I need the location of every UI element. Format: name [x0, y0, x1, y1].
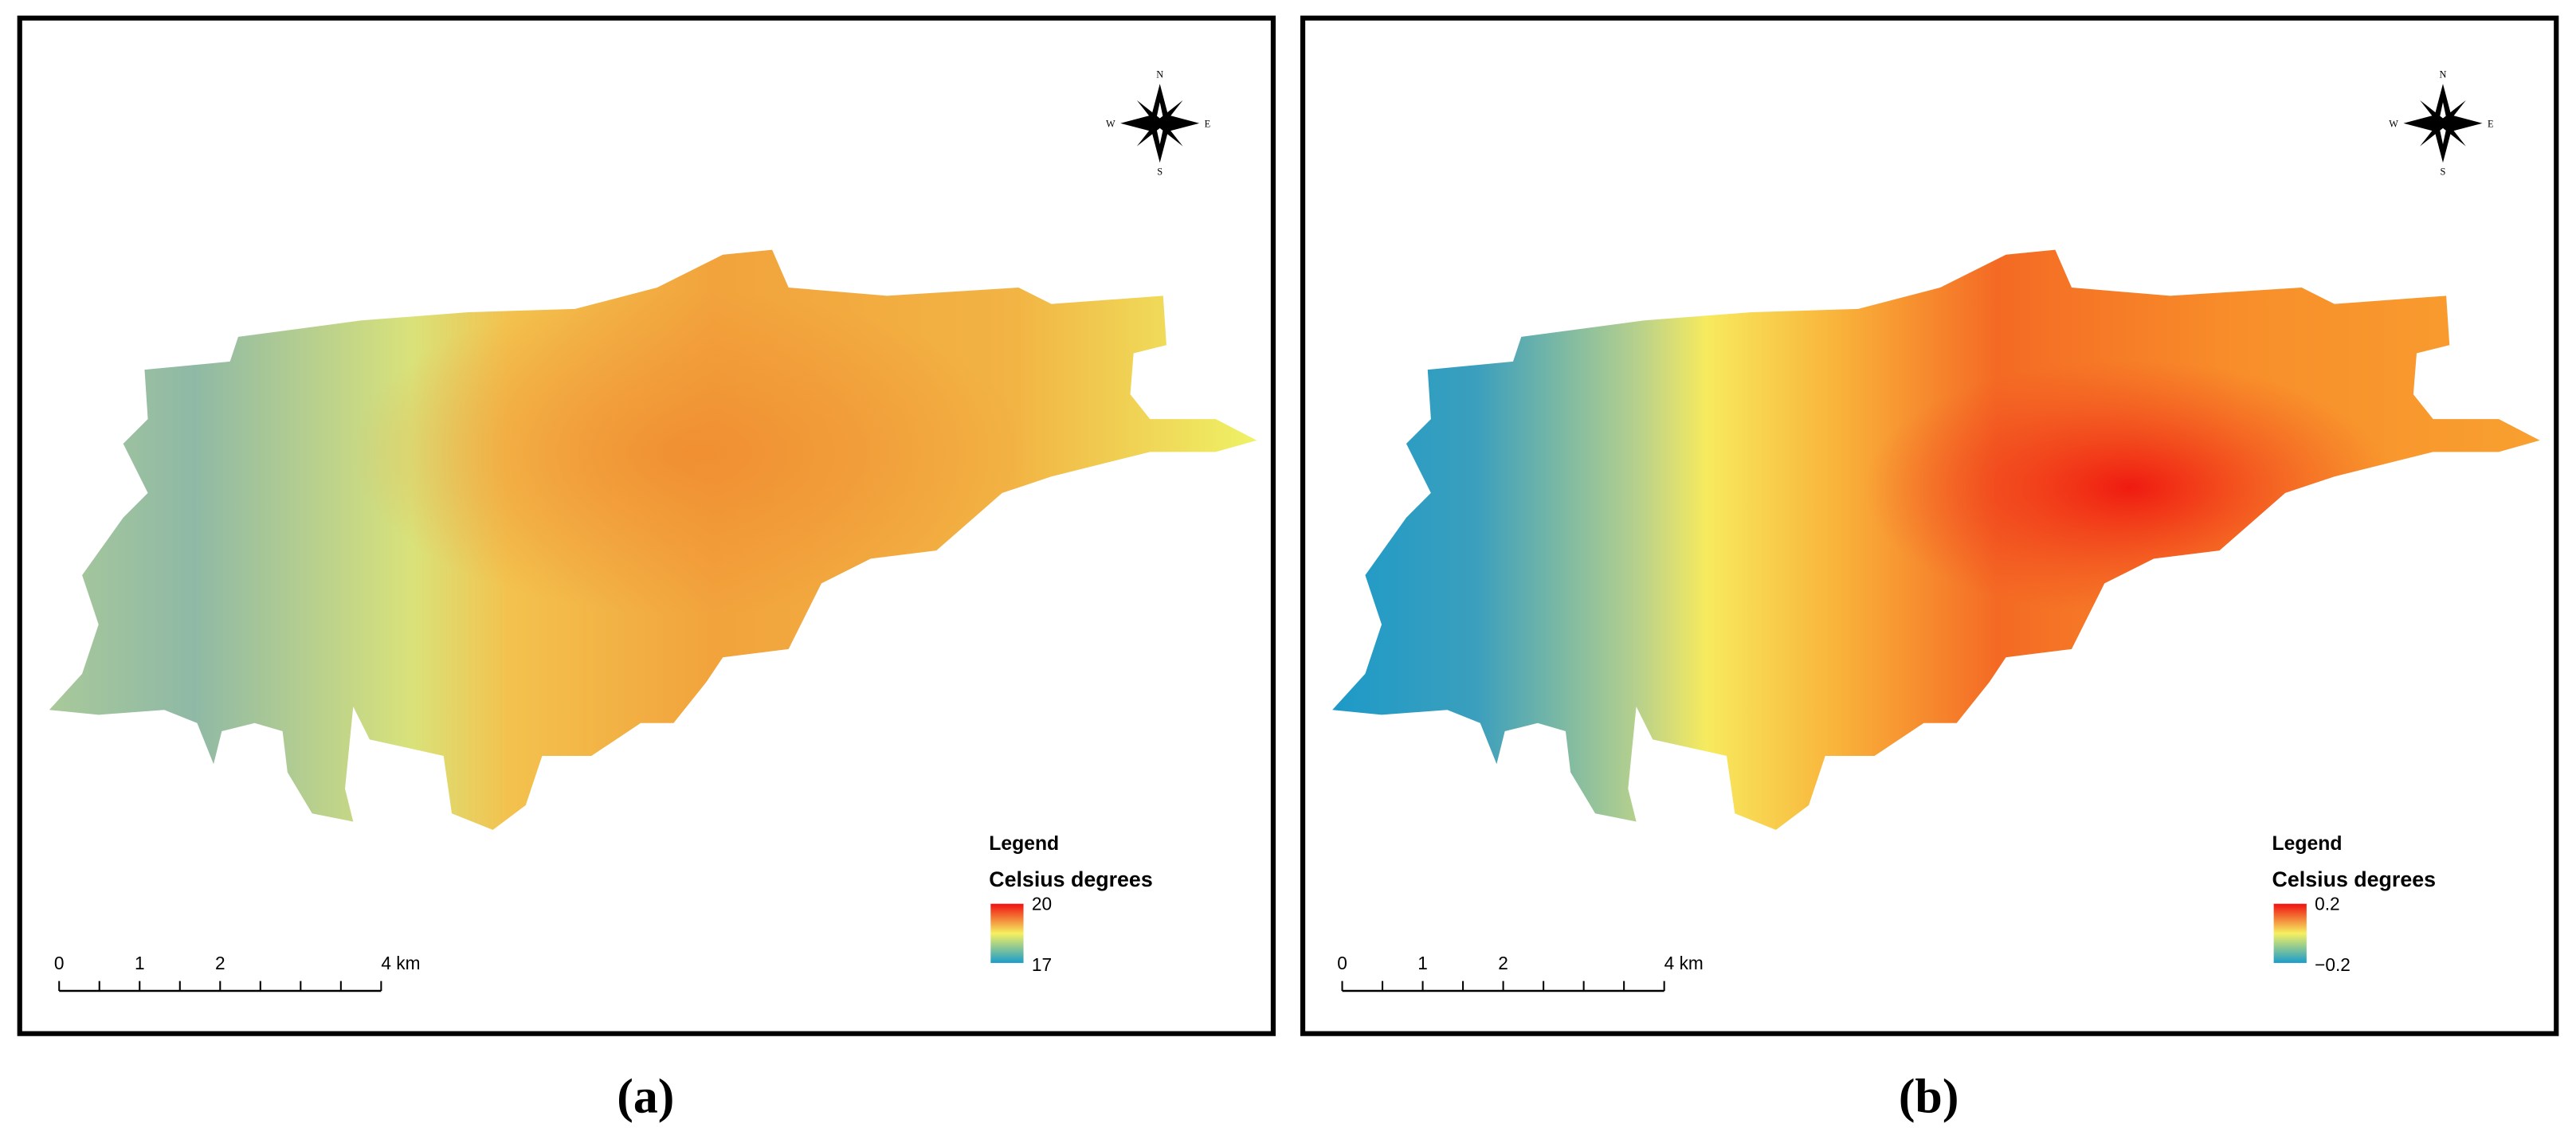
compass-diagonal: [2420, 100, 2466, 147]
legend-max: 0.2: [2315, 894, 2340, 914]
map-area-hotspot: [1332, 249, 2540, 830]
panel-label: (a): [617, 1069, 674, 1123]
compass-n: N: [1156, 69, 1163, 80]
legend-title: Legend: [989, 833, 1059, 855]
scale-bar-label: 1: [135, 953, 145, 973]
legend-color-ramp: [990, 903, 1024, 963]
scale-bar-label: 0: [1337, 953, 1347, 973]
map-area-hotspot: [49, 249, 1257, 830]
compass-w: W: [2389, 119, 2398, 130]
scale-bar-label: 2: [215, 953, 225, 973]
legend-min: 17: [1032, 954, 1052, 975]
compass-s: S: [2441, 166, 2446, 177]
compass-e: E: [1205, 119, 1211, 130]
map-panel: N S E W Legend Celsius degrees 0.2 −0.2 0 1 2 4 km (…: [1300, 15, 2559, 1123]
scale-bar-label: 4 km: [381, 953, 420, 973]
compass-s: S: [1157, 166, 1163, 177]
map-panel: N S E W Legend Celsius degrees 20 17 0 1 2 4 km (a): [17, 15, 1276, 1123]
legend-max: 20: [1032, 894, 1052, 914]
compass-diagonal: [1136, 100, 1183, 147]
legend-title: Legend: [2272, 833, 2343, 855]
panel-label: (b): [1899, 1069, 1959, 1123]
legend-min: −0.2: [2315, 954, 2351, 975]
compass-e: E: [2488, 119, 2494, 130]
compass-n: N: [2440, 69, 2447, 80]
legend-unit: Celsius degrees: [989, 867, 1152, 891]
scale-bar-label: 2: [1498, 953, 1508, 973]
scale-bar-label: 1: [1417, 953, 1428, 973]
scale-bar-label: 0: [54, 953, 65, 973]
legend-unit: Celsius degrees: [2272, 867, 2436, 891]
legend-color-ramp: [2273, 903, 2307, 963]
scale-bar-label: 4 km: [1664, 953, 1704, 973]
compass-w: W: [1106, 119, 1115, 130]
